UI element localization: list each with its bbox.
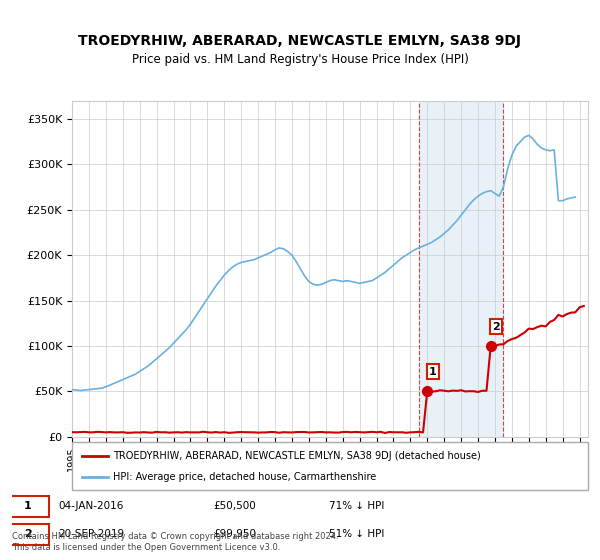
Text: TROEDYRHIW, ABERARAD, NEWCASTLE EMLYN, SA38 9DJ: TROEDYRHIW, ABERARAD, NEWCASTLE EMLYN, S… xyxy=(79,34,521,48)
Text: 2: 2 xyxy=(493,321,500,332)
Text: 04-JAN-2016: 04-JAN-2016 xyxy=(58,501,124,511)
Text: TROEDYRHIW, ABERARAD, NEWCASTLE EMLYN, SA38 9DJ (detached house): TROEDYRHIW, ABERARAD, NEWCASTLE EMLYN, S… xyxy=(113,451,481,461)
Text: Price paid vs. HM Land Registry's House Price Index (HPI): Price paid vs. HM Land Registry's House … xyxy=(131,53,469,66)
Text: 1: 1 xyxy=(429,367,437,376)
Bar xyxy=(419,101,503,437)
FancyBboxPatch shape xyxy=(6,496,49,517)
FancyBboxPatch shape xyxy=(6,524,49,545)
Text: 1: 1 xyxy=(23,501,31,511)
FancyBboxPatch shape xyxy=(72,442,588,490)
Text: £99,950: £99,950 xyxy=(214,529,257,539)
Text: £50,500: £50,500 xyxy=(214,501,256,511)
Text: 51% ↓ HPI: 51% ↓ HPI xyxy=(329,529,384,539)
Text: Contains HM Land Registry data © Crown copyright and database right 2024.
This d: Contains HM Land Registry data © Crown c… xyxy=(12,532,338,552)
Text: 20-SEP-2019: 20-SEP-2019 xyxy=(58,529,124,539)
Text: 2: 2 xyxy=(23,529,31,539)
Text: 71% ↓ HPI: 71% ↓ HPI xyxy=(329,501,384,511)
Text: HPI: Average price, detached house, Carmarthenshire: HPI: Average price, detached house, Carm… xyxy=(113,472,377,482)
